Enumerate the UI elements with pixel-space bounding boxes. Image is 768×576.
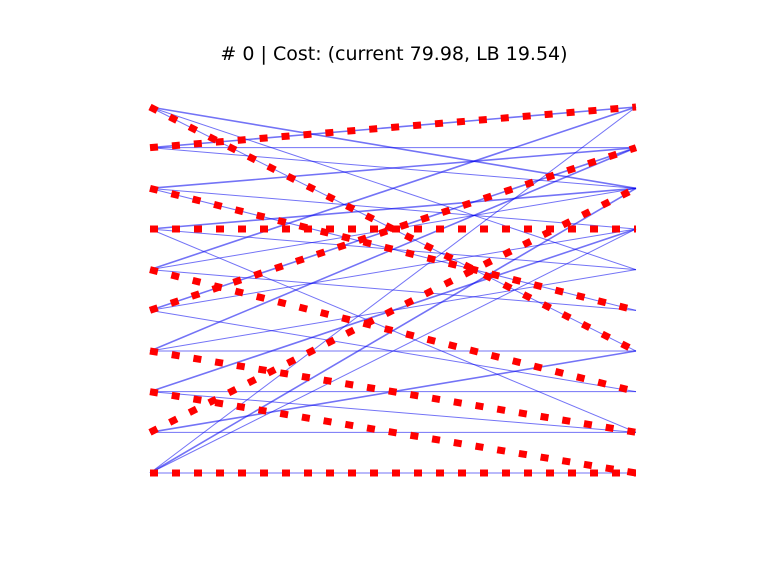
matching-edge-7-9	[149, 388, 637, 477]
candidate-edge-4-0	[149, 106, 637, 271]
candidate-edge-5-3	[149, 228, 637, 311]
candidate-edge-3-2	[149, 187, 637, 230]
candidate-edge-7-8	[149, 391, 637, 433]
candidate-edge-9-2	[149, 187, 637, 474]
matching-edge-6-8	[149, 347, 637, 436]
matching-edge-8-2	[148, 185, 638, 436]
matching-edges	[148, 103, 638, 477]
chart-title: # 0 | Cost: (current 79.98, LB 19.54)	[220, 43, 567, 65]
candidate-edge-9-3	[149, 228, 637, 474]
candidate-edge-6-1	[149, 146, 637, 352]
candidate-edge-2-1	[149, 146, 637, 190]
candidate-edge-9-0	[149, 106, 637, 474]
matching-edge-1-0	[149, 103, 637, 152]
